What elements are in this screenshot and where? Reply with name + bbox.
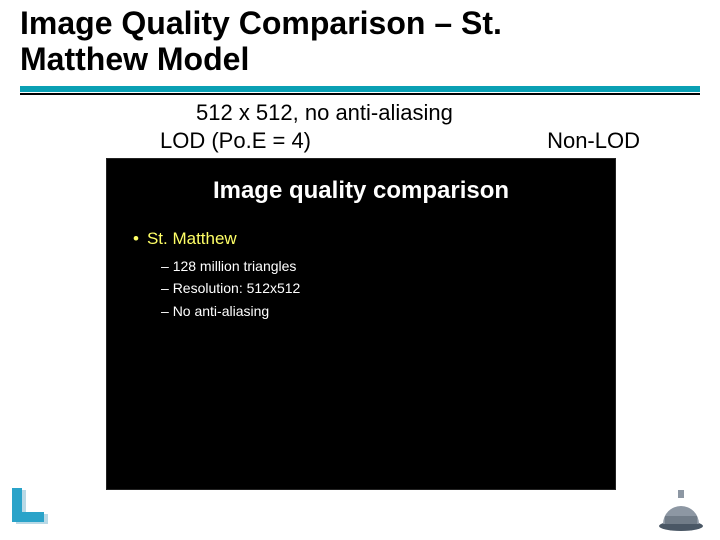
divider-black: [20, 93, 700, 95]
sub-caption-line1: 512 x 512, no anti-aliasing: [196, 100, 640, 126]
logo-left-icon: [10, 488, 56, 528]
divider-teal: [20, 86, 700, 92]
slide-root: Image Quality Comparison – St. Matthew M…: [0, 0, 720, 540]
dash-item: 128 million triangles: [161, 255, 615, 277]
sub-caption-labels: LOD (Po.E = 4) Non-LOD: [160, 128, 640, 154]
inner-panel: Image quality comparison • St. Matthew 1…: [106, 158, 616, 490]
label-non-lod: Non-LOD: [547, 128, 640, 154]
slide-title: Image Quality Comparison – St. Matthew M…: [20, 6, 700, 78]
label-lod: LOD (Po.E = 4): [160, 128, 311, 154]
dash-item: Resolution: 512x512: [161, 277, 615, 299]
sub-caption-block: 512 x 512, no anti-aliasing LOD (Po.E = …: [160, 100, 640, 154]
panel-body: • St. Matthew 128 million triangles Reso…: [133, 229, 615, 322]
dash-item: No anti-aliasing: [161, 300, 615, 322]
bullet-dot-icon: •: [133, 229, 139, 249]
panel-title: Image quality comparison: [107, 177, 615, 205]
panel-dash-list: 128 million triangles Resolution: 512x51…: [161, 255, 615, 322]
panel-bullet: • St. Matthew: [133, 229, 615, 249]
title-line-1: Image Quality Comparison – St.: [20, 5, 502, 41]
title-line-2: Matthew Model: [20, 41, 249, 77]
logo-right-icon: [656, 486, 706, 532]
panel-bullet-label: St. Matthew: [147, 229, 237, 249]
